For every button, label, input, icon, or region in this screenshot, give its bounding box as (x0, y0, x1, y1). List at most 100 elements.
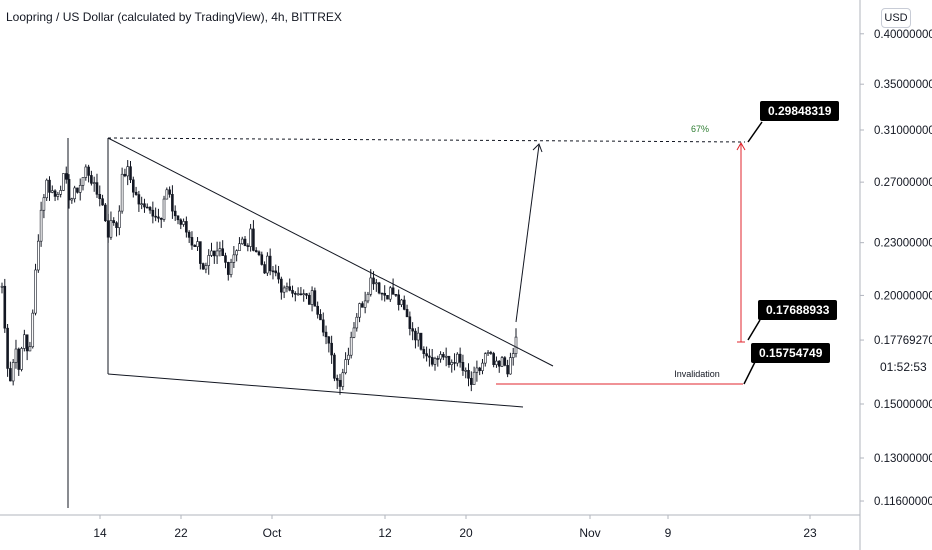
candle-body (221, 248, 224, 256)
candle-body (402, 299, 406, 310)
x-tick-label: 23 (803, 526, 817, 540)
candle-body (453, 362, 456, 364)
candle-body (344, 359, 347, 374)
candle-body (31, 312, 35, 348)
candle-body (23, 334, 26, 349)
projection-arrow (515, 144, 540, 323)
candle-body (254, 250, 258, 253)
candle-body (11, 362, 15, 382)
candle-body (397, 294, 400, 305)
candle-body (168, 189, 171, 195)
measure-arrowhead (736, 141, 746, 151)
candle-body (0, 285, 4, 288)
candle-body (70, 198, 74, 201)
candle-body (131, 179, 135, 193)
candle-body (330, 342, 333, 356)
candle-body (414, 330, 417, 341)
candle-body (450, 362, 454, 366)
candle-body (486, 352, 490, 355)
candle-body (171, 194, 174, 212)
candle-body (366, 293, 370, 302)
candle-body (444, 355, 448, 358)
candle-body (458, 353, 462, 363)
candle-body (266, 255, 269, 274)
candle-body (319, 314, 322, 321)
candle-body (489, 352, 493, 354)
candle-body (327, 336, 331, 344)
candle-body (6, 327, 9, 369)
y-tick-label: 0.35000000 (874, 79, 932, 91)
candle-body (98, 194, 102, 199)
candle-body (383, 292, 387, 296)
candle-body (48, 179, 51, 193)
candle-body (372, 277, 375, 285)
y-tick-label: 0.20000000 (874, 290, 932, 302)
candle-body (347, 354, 350, 360)
candle-body (190, 237, 194, 246)
x-tick-label: 22 (174, 526, 188, 540)
y-tick-label: 0.13000000 (874, 453, 932, 465)
candle-body (56, 194, 60, 197)
candle-body (3, 285, 7, 329)
candle-body (280, 278, 283, 293)
candle-body (240, 238, 244, 245)
candle-body (42, 197, 46, 211)
candle-body (84, 166, 88, 178)
candle-body (193, 244, 197, 247)
candle-body (159, 217, 163, 220)
candle-body (238, 243, 241, 252)
candle-body (411, 328, 414, 332)
candle-body (478, 367, 481, 371)
candle-body (400, 299, 403, 305)
candle-body (274, 270, 278, 274)
candle-body (492, 353, 495, 365)
candle-body (90, 175, 93, 184)
candle-body (39, 209, 43, 242)
invalidation-callout-pointer (743, 361, 756, 385)
candle-body (14, 348, 18, 363)
candle-body (109, 220, 113, 238)
candle-body (361, 303, 364, 308)
candle-body (355, 316, 359, 329)
candle-body (394, 294, 398, 296)
candle-body (263, 264, 266, 274)
candle-body (316, 305, 319, 315)
candle-body (307, 295, 311, 305)
candle-body (380, 292, 384, 295)
y-tick-label: 0.17769270 (874, 335, 932, 347)
candle-body (140, 203, 143, 206)
candle-body (137, 194, 141, 205)
candles (0, 138, 518, 508)
candle-body (37, 240, 40, 271)
candle-body (271, 270, 275, 273)
y-tick-label: 0.31000000 (874, 125, 932, 137)
candle-body (481, 362, 484, 371)
target-dashed-line (107, 137, 746, 143)
target-callout-pointer (747, 121, 763, 143)
candle-body (162, 198, 166, 220)
candle-body (252, 228, 255, 251)
invalidation-price-callout: 0.15754749 (751, 343, 831, 363)
candle-body (294, 293, 297, 295)
x-tick-label: Oct (263, 526, 282, 540)
chart-title: Loopring / US Dollar (calculated by Trad… (6, 10, 342, 24)
candle-body (302, 293, 305, 295)
candle-body (456, 353, 459, 364)
candle-body (173, 210, 177, 217)
candle-body (218, 248, 222, 252)
candle-body (439, 354, 442, 360)
candle-body (511, 353, 515, 358)
candle-body (408, 316, 412, 329)
candle-body (257, 251, 261, 256)
currency-button[interactable]: USD (881, 8, 911, 28)
drawings: 67% Invalidation (107, 121, 763, 408)
candle-body (335, 377, 339, 381)
candle-body (500, 357, 504, 367)
countdown-label: 01:52:53 (880, 360, 927, 374)
candle-body (112, 220, 116, 224)
candle-body (126, 166, 130, 177)
candle-body (185, 221, 188, 233)
